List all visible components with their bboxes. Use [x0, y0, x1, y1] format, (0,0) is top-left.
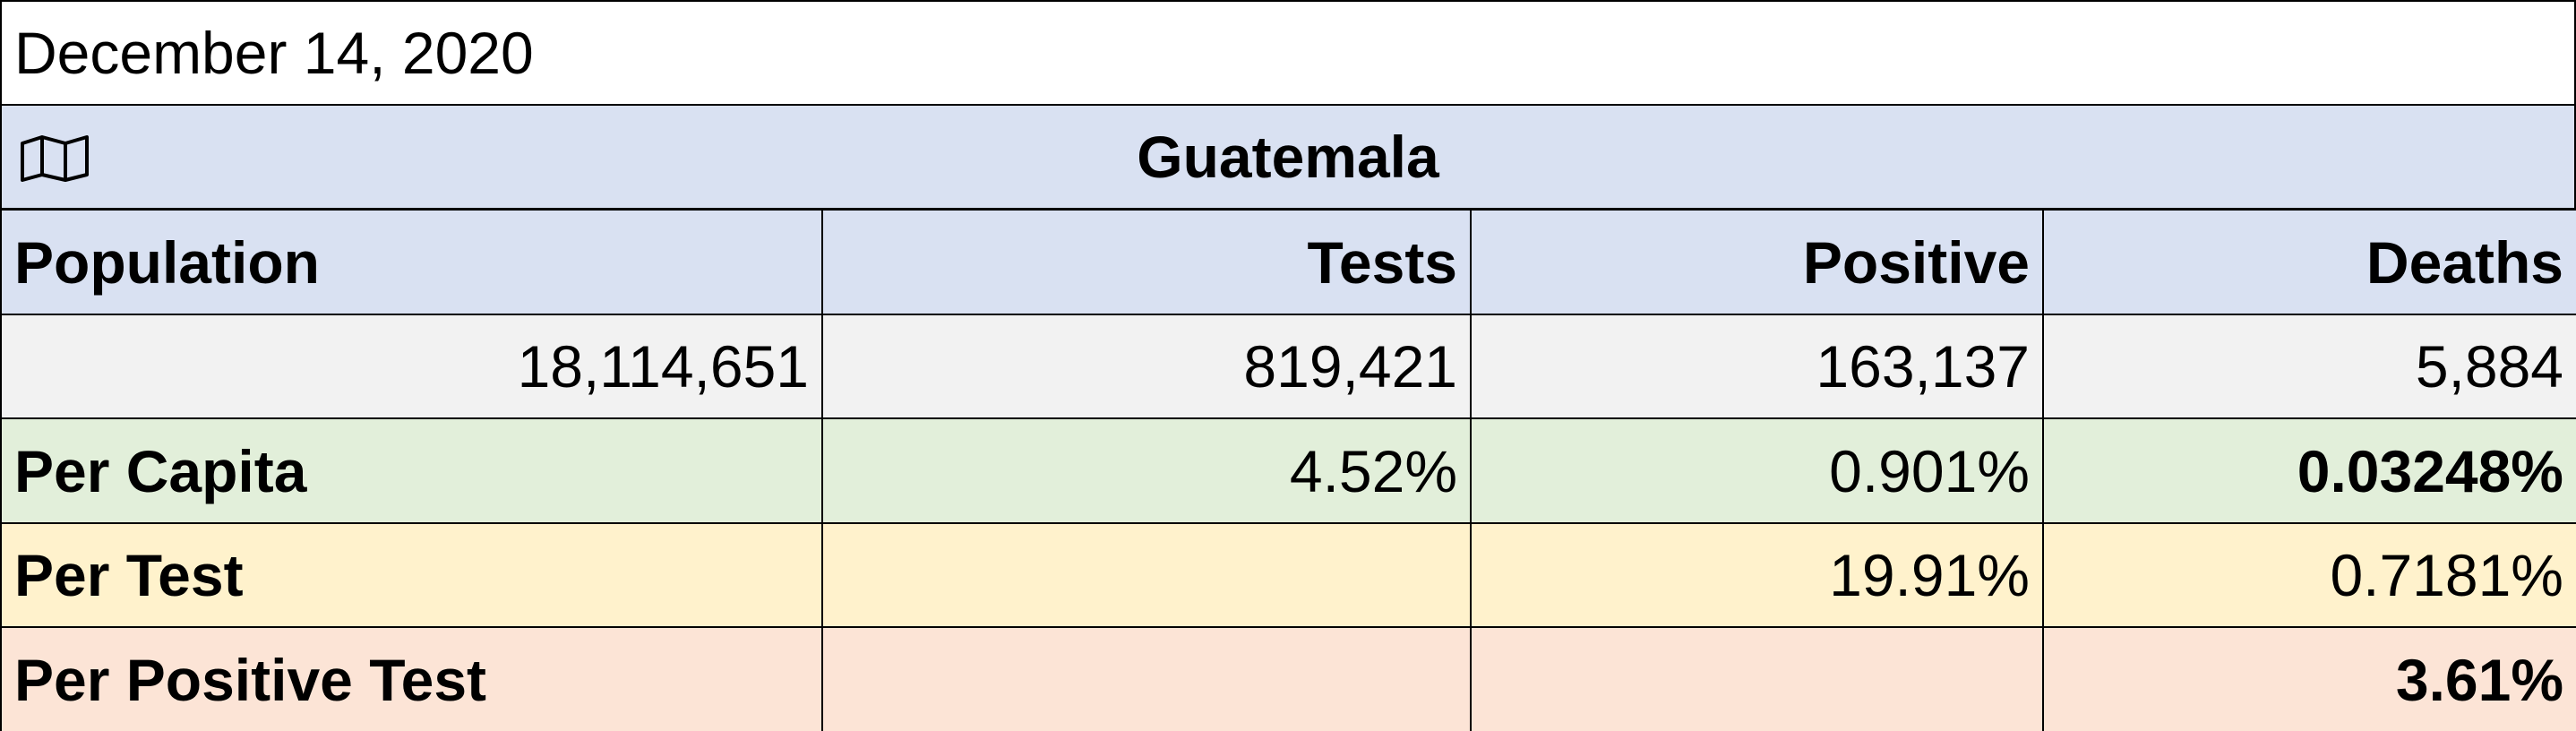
value-cell: 0.03248% — [2042, 417, 2576, 524]
header-cell: Population — [0, 209, 823, 315]
row-label: Per Positive Test — [0, 626, 823, 731]
date-cell: December 14, 2020 — [0, 0, 2576, 106]
value-cell: 0.7181% — [2042, 522, 2576, 628]
value-cell: 19.91% — [1470, 522, 2044, 628]
value-cell: 3.61% — [2042, 626, 2576, 731]
header-cell: Deaths — [2042, 209, 2576, 315]
empty-cell — [1470, 626, 2044, 731]
value-cell: 0.901% — [1470, 417, 2044, 524]
count-cell: 5,884 — [2042, 314, 2576, 419]
count-cell: 819,421 — [821, 314, 1472, 419]
map-icon — [21, 135, 89, 182]
row-label: Per Capita — [0, 417, 823, 524]
empty-cell — [821, 626, 1472, 731]
value-cell: 4.52% — [821, 417, 1472, 524]
header-cell: Positive — [1470, 209, 2044, 315]
row-label: Per Test — [0, 522, 823, 628]
empty-cell — [821, 522, 1472, 628]
count-cell: 18,114,651 — [0, 314, 823, 419]
header-cell: Tests — [821, 209, 1472, 315]
count-cell: 163,137 — [1470, 314, 2044, 419]
country-cell: Guatemala — [0, 104, 2576, 210]
